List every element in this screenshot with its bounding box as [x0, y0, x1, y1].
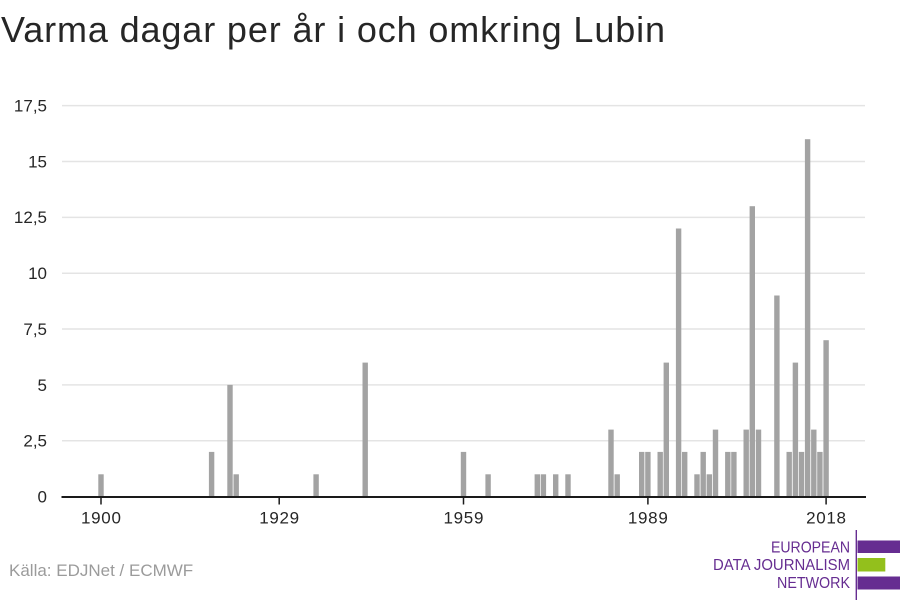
svg-text:2018: 2018 [806, 509, 847, 528]
svg-text:DATA JOURNALISM: DATA JOURNALISM [713, 557, 850, 574]
svg-text:NETWORK: NETWORK [777, 575, 850, 592]
svg-text:1900: 1900 [81, 509, 122, 528]
svg-text:1959: 1959 [443, 509, 484, 528]
svg-text:0: 0 [38, 488, 47, 507]
svg-text:1929: 1929 [259, 509, 300, 528]
svg-text:15: 15 [28, 152, 47, 171]
svg-text:5: 5 [38, 376, 47, 395]
svg-text:10: 10 [28, 264, 47, 283]
svg-text:2,5: 2,5 [23, 432, 47, 451]
svg-text:1989: 1989 [628, 509, 669, 528]
svg-text:Varma dagar per år i och omkri: Varma dagar per år i och omkring Lubin [1, 9, 665, 50]
svg-text:12,5: 12,5 [14, 208, 47, 227]
svg-text:EUROPEAN: EUROPEAN [771, 540, 850, 557]
svg-text:7,5: 7,5 [23, 320, 47, 339]
svg-text:17,5: 17,5 [14, 97, 47, 116]
svg-text:Källa: EDJNet / ECMWF: Källa: EDJNet / ECMWF [9, 561, 193, 580]
